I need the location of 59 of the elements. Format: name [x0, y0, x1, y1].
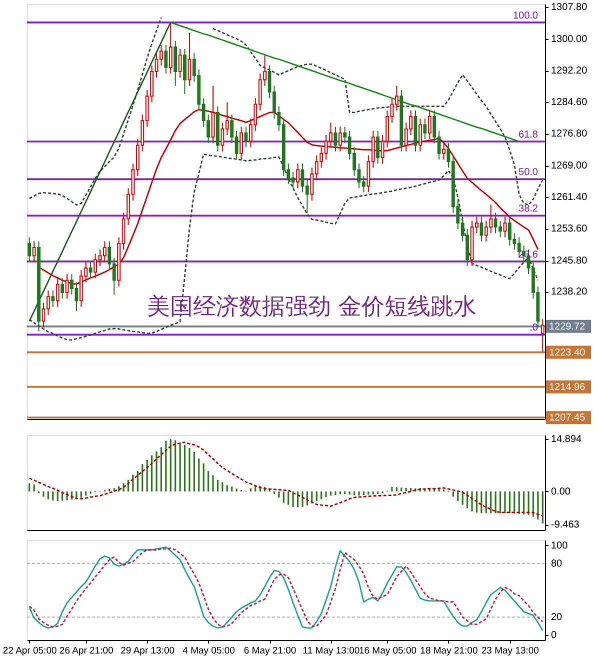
candlestick [56, 278, 60, 308]
line-series [170, 22, 520, 142]
candlestick [168, 22, 172, 74]
candlestick [164, 44, 168, 74]
x-tick-label: 16 May 05:00 [358, 646, 417, 656]
x-tick-label: 22 Apr 05:00 [2, 646, 57, 656]
y-tick-label: 1269.00 [551, 160, 588, 172]
y-tick-label: -9.463 [551, 520, 580, 531]
y-tick-label: 100 [551, 540, 568, 552]
line-series [28, 154, 539, 341]
annotation: 61.8 [518, 130, 538, 141]
candlestick [480, 216, 484, 242]
candlestick [60, 278, 64, 300]
y-tick-label: 1245.80 [551, 256, 588, 267]
candlestick [540, 318, 544, 353]
y-tick-label: 1276.80 [551, 128, 588, 140]
candlestick [28, 236, 32, 262]
candlestick [418, 118, 422, 152]
x-tick-label: 11 May 13:00 [302, 646, 360, 656]
candlestick [240, 126, 243, 160]
x-tick-label: 23 May 13:00 [481, 646, 539, 656]
y-tick-label: 1253.60 [551, 224, 588, 235]
y-tick-label: 0 [551, 630, 557, 642]
annotation: 100.0 [512, 10, 538, 22]
y-tick-label: 80 [551, 558, 563, 570]
y-tick-label: 1292.20 [551, 66, 588, 77]
candlestick [51, 290, 55, 308]
y-tick-label: 1300.00 [551, 34, 588, 45]
line-series [28, 22, 172, 322]
y-tick-label: 1261.40 [551, 192, 588, 203]
candlestick [423, 118, 427, 140]
x-tick-label: 26 Apr 21:00 [59, 646, 114, 656]
candlestick [296, 163, 300, 189]
candlestick [334, 126, 338, 152]
y-tick-label: 1238.20 [551, 286, 588, 298]
ref-line-label: 1207.45 [549, 412, 586, 424]
line-series [28, 442, 544, 517]
y-tick-label: 14.894 [551, 434, 582, 446]
y-tick-label: 0.00 [551, 486, 571, 498]
ref-line-label: 1229.72 [549, 321, 586, 332]
annotation: 38.2 [518, 204, 538, 215]
candlestick [32, 240, 36, 262]
candlestick [338, 126, 342, 152]
x-tick-label: 4 May 05:00 [182, 646, 235, 656]
ref-line-label: 1223.40 [549, 347, 586, 358]
y-tick-label: 20 [551, 612, 563, 624]
candlestick [88, 261, 92, 279]
candlestick [376, 130, 380, 164]
candlestick [428, 110, 432, 140]
x-tick-label: 29 Apr 13:00 [120, 646, 175, 656]
y-tick-label: 1307.80 [551, 2, 588, 13]
annotation: 50.0 [518, 167, 538, 178]
x-tick-label: 18 May 21:00 [420, 646, 478, 656]
annotation: 美国经济数据强劲 金价短线跳水 [147, 294, 477, 320]
x-tick-label: 6 May 21:00 [244, 646, 296, 656]
candlestick [178, 48, 182, 78]
y-tick-label: 1284.60 [551, 96, 588, 108]
candlestick [442, 142, 446, 160]
ref-line-label: 1214.96 [549, 382, 586, 393]
